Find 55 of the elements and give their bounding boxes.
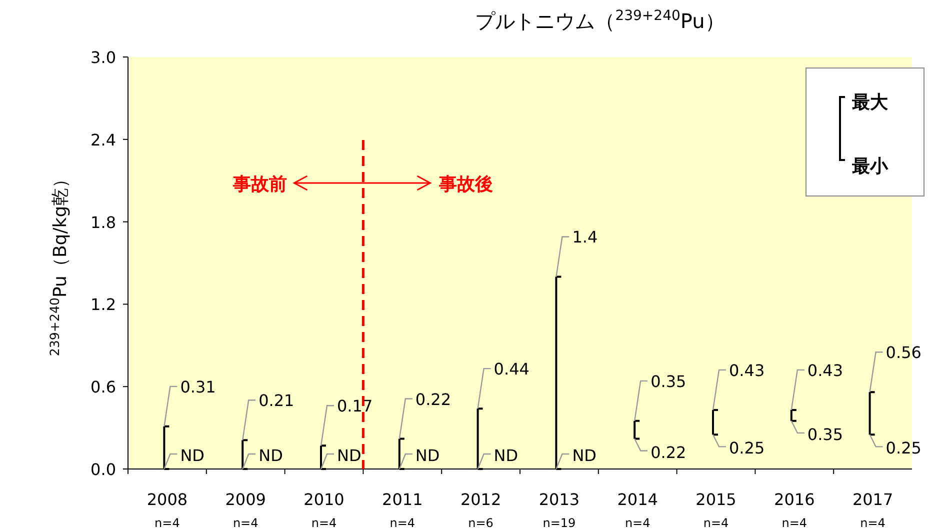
y-tick-label: 1.2 bbox=[90, 295, 116, 314]
y-tick-label: 3.0 bbox=[90, 48, 116, 67]
annotation: 0.22 bbox=[650, 442, 686, 462]
text: n=4 bbox=[703, 516, 729, 530]
x-tick-label: 2017 bbox=[852, 490, 894, 509]
annotation: 0.25 bbox=[886, 438, 922, 458]
annotation: 0.25 bbox=[729, 438, 765, 458]
annotation: ND bbox=[337, 446, 362, 465]
x-tick-label: 2010 bbox=[304, 490, 344, 509]
x-tick-label: 2016 bbox=[774, 490, 815, 509]
annotation: ND bbox=[258, 446, 283, 465]
text: n=6 bbox=[468, 516, 494, 530]
annotation: 0.22 bbox=[415, 390, 452, 409]
annotation: 0.56 bbox=[886, 343, 922, 362]
bar bbox=[712, 410, 714, 435]
x-tick-label: 2009 bbox=[225, 490, 266, 509]
y-tick-label: 0.6 bbox=[90, 378, 116, 397]
annotation: 0.44 bbox=[494, 360, 530, 379]
chart-title: プルトニウム（$^{239+240}$Pu） bbox=[475, 8, 725, 33]
bar bbox=[634, 420, 636, 439]
text: n=4 bbox=[860, 516, 886, 530]
bar bbox=[868, 392, 871, 435]
annotation: 0.35 bbox=[650, 372, 686, 391]
annotation: 最小 bbox=[851, 156, 889, 177]
annotation: 事故前 bbox=[232, 174, 288, 195]
x-tick-label: 2015 bbox=[696, 490, 736, 509]
text: n=4 bbox=[311, 516, 337, 530]
text: n=4 bbox=[232, 516, 258, 530]
x-tick-label: 2012 bbox=[460, 490, 502, 509]
x-tick-label: 2014 bbox=[617, 490, 658, 509]
y-tick-label: 0.0 bbox=[90, 460, 116, 479]
annotation: ND bbox=[494, 446, 518, 465]
annotation: ND bbox=[572, 446, 596, 465]
text: n=4 bbox=[390, 516, 416, 530]
annotation: ND bbox=[415, 446, 440, 465]
annotation: 最大 bbox=[851, 92, 889, 113]
text: n=4 bbox=[624, 516, 650, 530]
annotation: 0.17 bbox=[337, 396, 373, 416]
x-tick-label: 2008 bbox=[146, 490, 188, 509]
text: n=4 bbox=[782, 516, 808, 530]
annotation: 事故後 bbox=[438, 174, 494, 195]
annotation: 0.43 bbox=[729, 360, 765, 380]
annotation: 0.43 bbox=[807, 360, 844, 380]
x-tick-label: 2013 bbox=[538, 490, 580, 509]
annotation: 0.21 bbox=[258, 391, 294, 410]
annotation: 0.35 bbox=[807, 424, 844, 444]
x-tick-label: 2011 bbox=[382, 490, 423, 509]
y-tick-label: 1.8 bbox=[90, 212, 116, 232]
text: n=4 bbox=[154, 516, 180, 530]
annotation: ND bbox=[180, 446, 204, 465]
y-tick-label: 2.4 bbox=[90, 130, 116, 150]
annotation: 1.4 bbox=[572, 228, 598, 247]
annotation: 0.31 bbox=[180, 377, 216, 396]
text: n=19 bbox=[542, 516, 576, 530]
bar bbox=[790, 410, 792, 421]
